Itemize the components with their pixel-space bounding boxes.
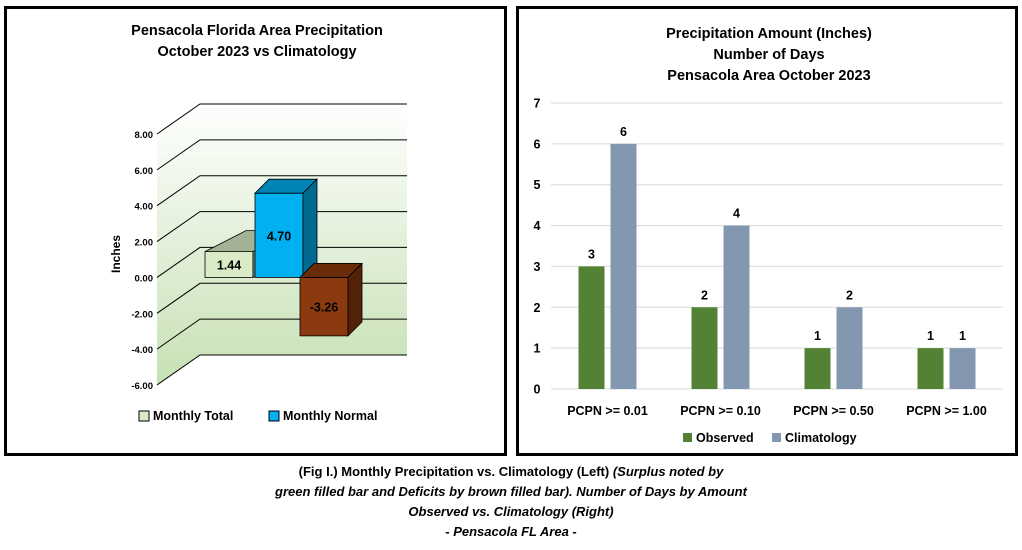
- y-tick-label: 0.00: [135, 273, 154, 284]
- y-tick-label: 7: [534, 97, 541, 111]
- caption-line-4-italic: - Pensacola FL Area -: [445, 524, 577, 539]
- bar-value-label: 6: [620, 125, 627, 139]
- y-axis-label: Inches: [109, 235, 123, 273]
- bar-front: [299, 277, 349, 337]
- legend-label-climatology: Climatology: [785, 431, 857, 445]
- caption-line-4: - Pensacola FL Area -: [0, 522, 1022, 542]
- caption-line-2-italic: green filled bar and Deficits by brown f…: [275, 484, 747, 499]
- bar-value-label: 1: [814, 329, 821, 343]
- chart-title-line-3: Pensacola Area October 2023: [667, 68, 870, 84]
- x-tick-label: PCPN >= 0.50: [793, 404, 874, 418]
- y-tick-label: 4: [534, 219, 541, 233]
- figure-caption: (Fig I.) Monthly Precipitation vs. Clima…: [0, 462, 1022, 542]
- bar-value-label: 2: [701, 288, 708, 302]
- y-tick-label: 0: [534, 383, 541, 397]
- bar-value-label: 4.70: [267, 229, 291, 243]
- gridline: [156, 175, 407, 207]
- bar-climatology-2: [723, 225, 750, 389]
- legend-swatch-monthly-normal: [268, 410, 280, 422]
- caption-line-1: (Fig I.) Monthly Precipitation vs. Clima…: [0, 462, 1022, 482]
- bar-side: [302, 178, 318, 279]
- bar-observed-3: [804, 348, 831, 389]
- bar-climatology-1: [610, 143, 637, 389]
- chart-title-line-1: Pensacola Florida Area Precipitation: [131, 23, 383, 39]
- bar-value-label: 3: [588, 247, 595, 261]
- caption-line-3-italic: Observed vs. Climatology (Right): [408, 504, 614, 519]
- y-tick-label: 4.00: [135, 202, 154, 213]
- y-tick-label: 6: [534, 137, 541, 151]
- y-tick-label: -4.00: [131, 345, 153, 356]
- bar-climatology-4: [949, 348, 976, 389]
- legend-swatch-climatology: [772, 433, 781, 442]
- caption-line-3: Observed vs. Climatology (Right): [0, 502, 1022, 522]
- legend-swatch-monthly-total: [138, 410, 150, 422]
- bar-2: 4.70: [254, 178, 318, 279]
- x-tick-label: PCPN >= 0.01: [567, 404, 648, 418]
- days-by-amount-chart-panel: Precipitation Amount (Inches) Number of …: [516, 6, 1018, 456]
- chart-title-line-2: Number of Days: [713, 47, 824, 63]
- precip-vs-normal-chart: Pensacola Florida Area Precipitation Oct…: [109, 23, 407, 423]
- y-tick-label: 8.00: [135, 130, 154, 141]
- legend-label-observed: Observed: [696, 431, 754, 445]
- legend-label-monthly-total: Monthly Total: [153, 409, 233, 423]
- bar-value-label: 1: [927, 329, 934, 343]
- y-tick-label: 5: [534, 178, 541, 192]
- caption-line-1-italic: (Surplus noted by: [609, 464, 724, 479]
- bar-value-label: 4: [733, 207, 740, 221]
- gridline: [156, 139, 407, 171]
- gridline: [156, 246, 407, 278]
- chart-title-line-1: Precipitation Amount (Inches): [666, 26, 872, 42]
- bar-3: -3.26: [299, 262, 363, 337]
- bar-value-label: 2: [846, 288, 853, 302]
- y-tick-label: 2: [534, 301, 541, 315]
- gridline: [156, 103, 407, 135]
- y-tick-label: 6.00: [135, 166, 154, 177]
- x-tick-label: PCPN >= 0.10: [680, 404, 761, 418]
- chart-title-line-2: October 2023 vs Climatology: [157, 44, 356, 60]
- bar-value-label: 1.44: [217, 259, 241, 273]
- y-tick-label: 1: [534, 342, 541, 356]
- bar-value-label: 1: [959, 329, 966, 343]
- bar-observed-1: [578, 266, 605, 389]
- gridline: [156, 354, 407, 386]
- bar-climatology-3: [836, 307, 863, 389]
- y-tick-label: 2.00: [135, 238, 154, 249]
- x-tick-label: PCPN >= 1.00: [906, 404, 987, 418]
- days-by-amount-chart: Precipitation Amount (Inches) Number of …: [534, 26, 1003, 445]
- bar-front: [254, 192, 304, 278]
- bar-observed-4: [917, 348, 944, 389]
- caption-line-1-text: (Fig I.) Monthly Precipitation vs. Clima…: [298, 464, 610, 479]
- y-tick-label: 3: [534, 260, 541, 274]
- bar-side: [347, 262, 363, 337]
- bar-value-label: -3.26: [310, 301, 339, 315]
- caption-line-2: green filled bar and Deficits by brown f…: [0, 482, 1022, 502]
- precip-vs-normal-chart-panel: Pensacola Florida Area Precipitation Oct…: [4, 6, 507, 456]
- y-tick-label: -6.00: [131, 381, 153, 392]
- legend-label-monthly-normal: Monthly Normal: [283, 409, 377, 423]
- legend-swatch-observed: [683, 433, 692, 442]
- gridline: [156, 211, 407, 242]
- bar-observed-2: [691, 307, 718, 389]
- y-tick-label: -2.00: [131, 309, 153, 320]
